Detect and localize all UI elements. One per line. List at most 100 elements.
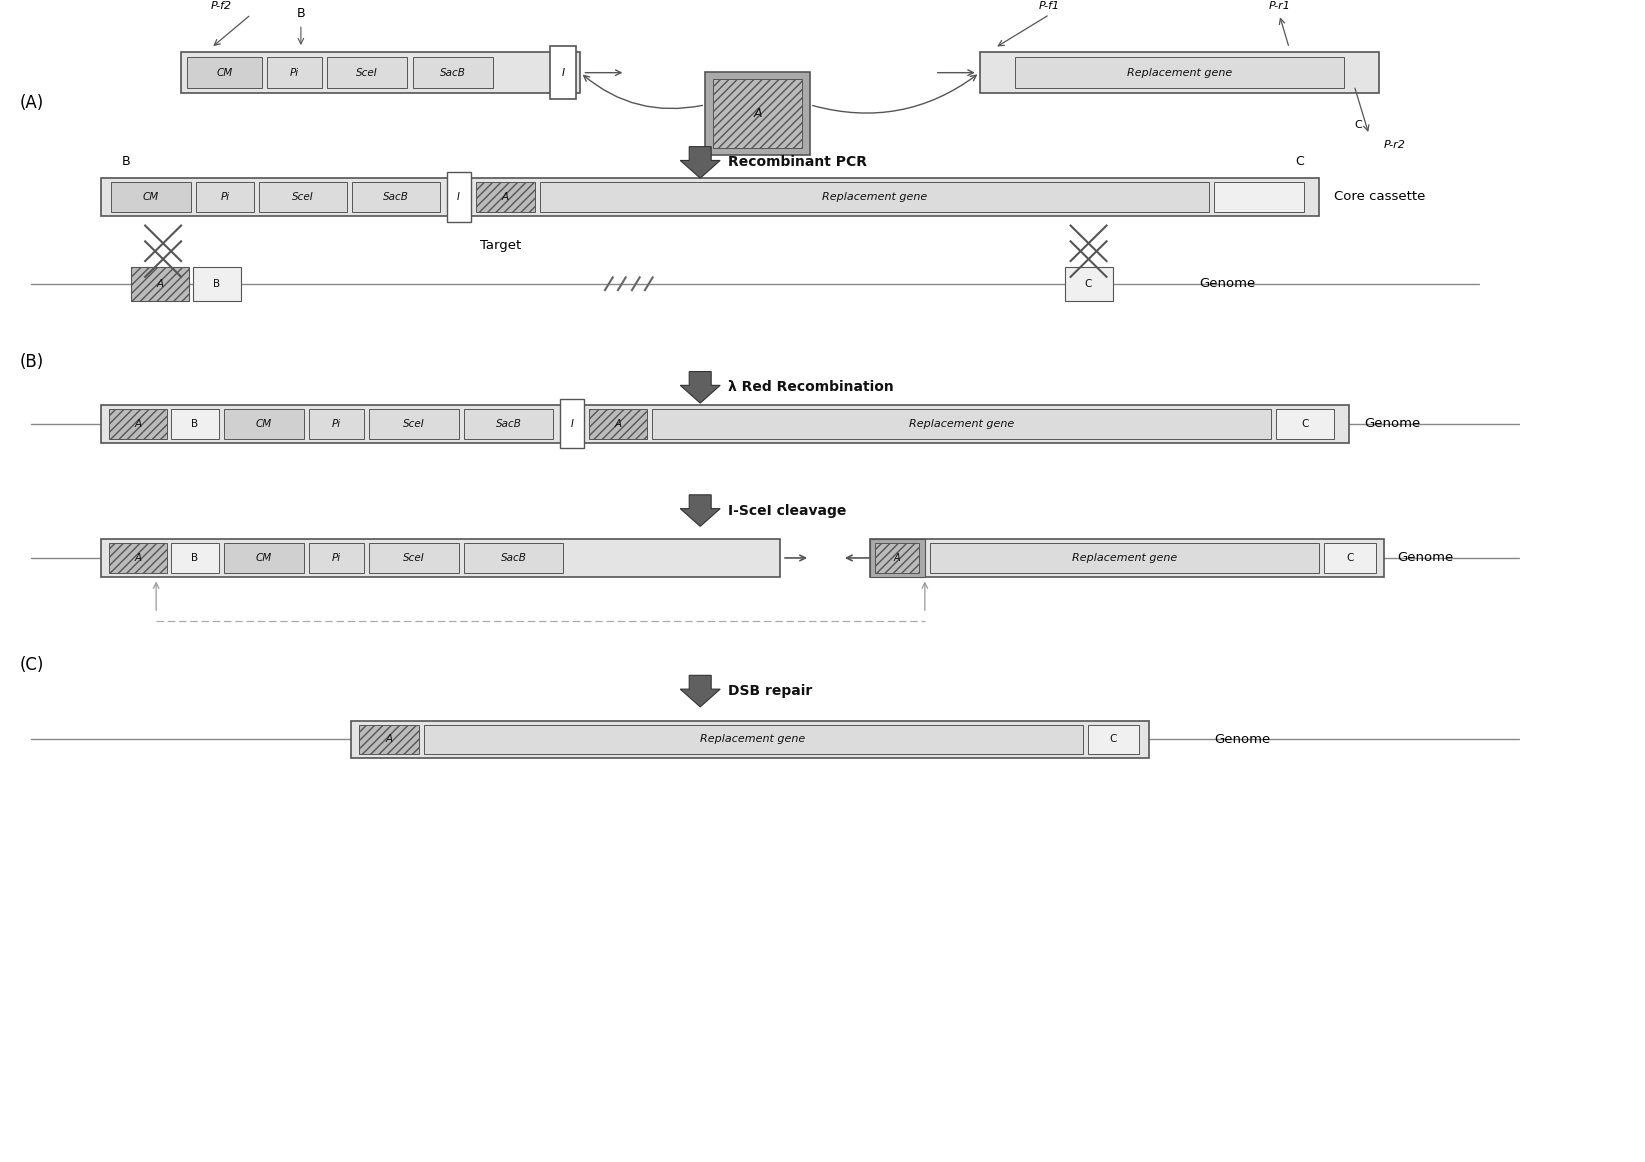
- Text: A: A: [615, 418, 622, 429]
- Bar: [1214, 182, 1304, 211]
- Bar: [368, 543, 459, 573]
- Text: CM: CM: [143, 192, 160, 202]
- Text: Replacement gene: Replacement gene: [1073, 553, 1178, 562]
- Bar: [350, 720, 1150, 758]
- Text: CM: CM: [257, 553, 271, 562]
- FancyArrow shape: [681, 146, 721, 178]
- Text: A: A: [385, 734, 392, 745]
- Text: (A): (A): [20, 94, 44, 113]
- Text: P-f1: P-f1: [1040, 0, 1059, 10]
- Bar: [475, 182, 536, 211]
- Text: A: A: [135, 553, 141, 562]
- Text: P-f2: P-f2: [211, 0, 232, 10]
- Bar: [196, 182, 253, 211]
- Bar: [102, 406, 1349, 443]
- Bar: [102, 539, 780, 576]
- Bar: [327, 57, 406, 88]
- Bar: [870, 539, 924, 576]
- Bar: [359, 725, 419, 754]
- Text: I: I: [457, 192, 461, 202]
- Text: Replacement gene: Replacement gene: [1127, 67, 1232, 78]
- Text: I: I: [563, 67, 564, 78]
- Text: B: B: [296, 7, 306, 21]
- Text: SacB: SacB: [383, 192, 408, 202]
- Text: I-SceI cleavage: I-SceI cleavage: [729, 503, 847, 517]
- Text: A: A: [893, 553, 900, 562]
- Text: B: B: [191, 418, 199, 429]
- Text: A: A: [502, 192, 508, 202]
- Text: Replacement gene: Replacement gene: [910, 418, 1015, 429]
- Text: B: B: [191, 553, 199, 562]
- Text: (B): (B): [20, 352, 44, 371]
- Bar: [188, 57, 262, 88]
- Text: (C): (C): [20, 657, 44, 674]
- Text: P-r1: P-r1: [1268, 0, 1290, 10]
- Text: Target: Target: [480, 239, 521, 252]
- Bar: [870, 539, 1383, 576]
- Bar: [1277, 409, 1334, 438]
- Text: C: C: [1354, 120, 1362, 130]
- Text: C: C: [1295, 156, 1303, 168]
- Text: Replacement gene: Replacement gene: [701, 734, 806, 745]
- Bar: [1087, 725, 1140, 754]
- Text: SacB: SacB: [439, 67, 466, 78]
- Bar: [464, 543, 564, 573]
- Bar: [447, 172, 470, 222]
- Text: DSB repair: DSB repair: [729, 684, 813, 698]
- Bar: [1015, 57, 1344, 88]
- Bar: [309, 409, 364, 438]
- Text: Pi: Pi: [290, 67, 299, 78]
- Text: Genome: Genome: [1364, 417, 1420, 430]
- Bar: [551, 46, 576, 99]
- Bar: [706, 72, 809, 155]
- Text: C: C: [1301, 418, 1309, 429]
- Text: C: C: [1084, 279, 1092, 288]
- Bar: [171, 409, 219, 438]
- Bar: [929, 543, 1319, 573]
- Bar: [653, 409, 1272, 438]
- Bar: [112, 182, 191, 211]
- Text: I: I: [571, 418, 574, 429]
- Bar: [102, 178, 1319, 216]
- Bar: [171, 543, 219, 573]
- Bar: [258, 182, 347, 211]
- Text: Pi: Pi: [332, 553, 341, 562]
- Bar: [1324, 543, 1377, 573]
- Text: SacB: SacB: [495, 418, 521, 429]
- Text: C: C: [1110, 734, 1117, 745]
- Bar: [109, 543, 168, 573]
- Text: SacB: SacB: [500, 553, 526, 562]
- Text: SceI: SceI: [403, 418, 424, 429]
- Text: A: A: [753, 107, 762, 120]
- Bar: [589, 409, 646, 438]
- Text: Replacement gene: Replacement gene: [822, 192, 928, 202]
- Bar: [875, 543, 920, 573]
- FancyArrow shape: [681, 372, 721, 403]
- Bar: [368, 409, 459, 438]
- Bar: [464, 409, 553, 438]
- Text: Genome: Genome: [1397, 552, 1453, 565]
- Bar: [561, 399, 584, 449]
- Bar: [980, 52, 1379, 93]
- Bar: [714, 79, 803, 148]
- Bar: [541, 182, 1209, 211]
- Bar: [352, 182, 439, 211]
- Bar: [109, 409, 168, 438]
- Text: SceI: SceI: [293, 192, 314, 202]
- Text: Genome: Genome: [1214, 733, 1270, 746]
- Bar: [413, 57, 492, 88]
- Text: C: C: [1346, 553, 1354, 562]
- Bar: [224, 543, 304, 573]
- Text: B: B: [122, 156, 130, 168]
- Text: CM: CM: [217, 67, 232, 78]
- Bar: [424, 725, 1082, 754]
- Text: Genome: Genome: [1199, 278, 1255, 290]
- Text: CM: CM: [257, 418, 271, 429]
- Text: P-r2: P-r2: [1383, 139, 1406, 150]
- Text: Pi: Pi: [332, 418, 341, 429]
- Text: Core cassette: Core cassette: [1334, 191, 1426, 203]
- Bar: [132, 267, 189, 301]
- Bar: [224, 409, 304, 438]
- Text: Recombinant PCR: Recombinant PCR: [729, 156, 867, 170]
- Text: A: A: [156, 279, 164, 288]
